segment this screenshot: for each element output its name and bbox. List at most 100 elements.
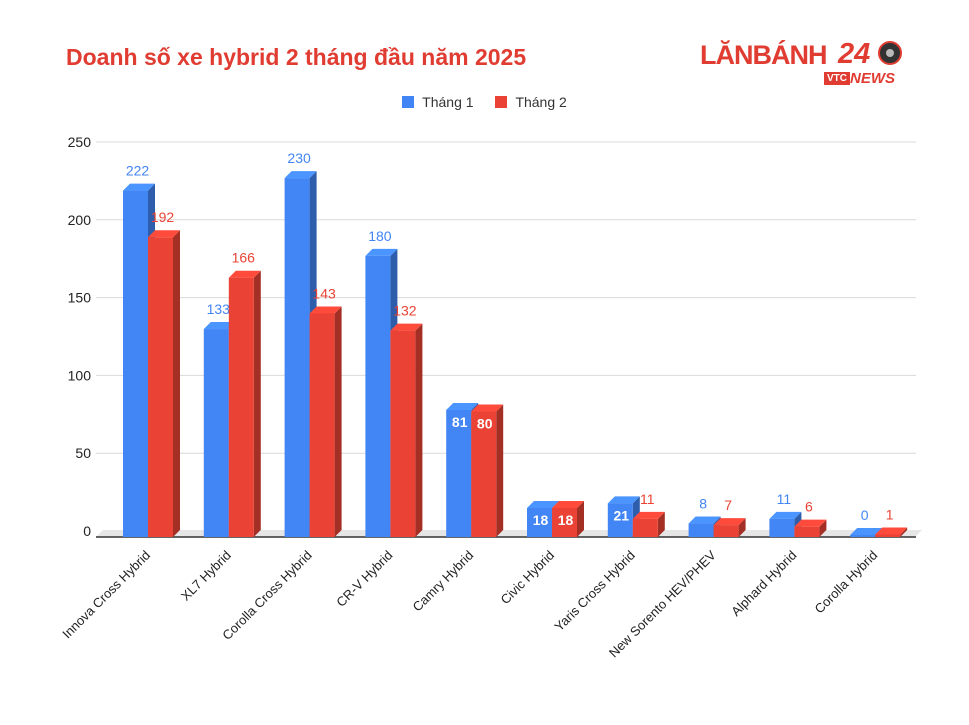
bar-front <box>688 523 714 537</box>
logo-news: NEWS <box>850 70 895 88</box>
lanbanh-logo: LĂNBÁNH 24 VTC NEWS <box>700 38 910 90</box>
legend-item-series-1[interactable]: Tháng 1 <box>402 94 474 110</box>
bar-side <box>173 230 180 538</box>
data-label-series-2: 166 <box>232 250 256 266</box>
logo-main-text: LĂNBÁNH <box>700 40 827 70</box>
data-label-series-2: 7 <box>724 497 732 513</box>
legend-item-series-2[interactable]: Tháng 2 <box>495 94 567 110</box>
bar-top <box>203 322 236 330</box>
bar-side <box>900 527 908 537</box>
bar-side <box>415 323 423 537</box>
bar-side <box>819 519 827 537</box>
category-label: Civic Hybrid <box>497 548 557 608</box>
chart-title: Doanh số xe hybrid 2 tháng đầu năm 2025 <box>66 44 527 70</box>
data-label-series-1: 8 <box>699 496 707 512</box>
data-label-series-2: 11 <box>640 491 655 507</box>
bar-front <box>446 409 472 537</box>
category-label: Corolla Cross Hybrid <box>219 548 314 643</box>
bar-side <box>253 270 261 537</box>
data-label-series-2: 1 <box>886 506 894 522</box>
bar-2-4 <box>471 404 504 537</box>
bar-front <box>527 507 552 537</box>
data-label-series-2: 192 <box>151 209 175 225</box>
bar-top <box>284 171 317 179</box>
bar-2-1 <box>228 270 261 537</box>
logo-number: 24 <box>838 38 871 70</box>
bar-front <box>309 313 335 537</box>
bar-top <box>713 518 746 526</box>
bar-2-2 <box>309 306 342 537</box>
bar-front <box>123 190 148 537</box>
bar-2-3 <box>390 323 423 537</box>
y-tick-label: 200 <box>68 212 92 228</box>
category-label: XL7 Hybrid <box>178 548 234 604</box>
bar-front <box>365 255 391 538</box>
category-label: CR-V Hybrid <box>333 548 395 610</box>
legend-label-series-1: Tháng 1 <box>422 94 474 110</box>
bar-top <box>390 323 423 331</box>
bar-top <box>607 496 640 504</box>
bar-side <box>738 518 746 537</box>
data-label-series-1: 18 <box>533 512 549 528</box>
category-label: Alphard Hybrid <box>728 548 799 619</box>
bar-front <box>850 535 876 537</box>
bar-front <box>875 534 901 537</box>
bar-top <box>123 183 155 191</box>
data-label-series-1: 81 <box>452 414 468 430</box>
data-label-series-1: 21 <box>614 507 630 523</box>
bar-front <box>203 329 229 537</box>
bar-front <box>228 277 254 537</box>
legend-swatch-series-1 <box>402 96 415 108</box>
data-label-series-1: 180 <box>368 228 392 244</box>
bar-top <box>527 500 559 508</box>
legend-swatch-series-2 <box>495 96 508 108</box>
category-label: Corolla Hybrid <box>811 548 880 617</box>
bar-2-8 <box>794 519 827 537</box>
bar-top <box>446 402 479 410</box>
data-label-series-1: 230 <box>287 150 311 166</box>
bar-top <box>552 500 584 508</box>
data-label-series-2: 6 <box>805 499 813 515</box>
bar-top <box>632 511 665 519</box>
y-tick-label: 0 <box>83 523 91 539</box>
bar-front <box>769 518 795 537</box>
bar-front <box>713 525 739 537</box>
y-tick-label: 250 <box>68 134 92 150</box>
bar-top <box>471 404 504 412</box>
bar-top <box>228 270 261 278</box>
bar-front <box>148 237 173 538</box>
data-label-series-2: 143 <box>312 285 336 301</box>
category-label: Camry Hybrid <box>410 548 477 615</box>
y-tick-label: 50 <box>75 445 91 461</box>
data-label-series-1: 11 <box>777 491 792 507</box>
category-label: Innova Cross Hybrid <box>59 548 153 642</box>
bar-side <box>657 511 665 537</box>
bar-side <box>577 500 584 537</box>
logo-subtitle: VTC NEWS <box>824 70 895 88</box>
bar-top <box>309 306 342 314</box>
bar-top <box>875 527 908 535</box>
bar-side <box>496 404 504 537</box>
data-label-series-1: 222 <box>126 163 150 179</box>
bar-1-3 <box>365 248 398 538</box>
data-label-series-1: 0 <box>861 507 869 523</box>
bar-top <box>769 511 802 519</box>
bar-front <box>552 507 577 537</box>
bar-2-5 <box>552 500 584 537</box>
bar-front <box>632 518 658 537</box>
data-label-series-1: 133 <box>207 301 231 317</box>
bar-front <box>607 503 633 537</box>
y-tick-label: 100 <box>68 367 92 383</box>
bar-front <box>471 411 497 537</box>
legend-label-series-2: Tháng 2 <box>515 94 567 110</box>
y-tick-label: 150 <box>68 290 92 306</box>
bar-top <box>850 528 883 535</box>
category-label: Yaris Cross Hybrid <box>551 548 638 635</box>
bar-top <box>148 230 180 238</box>
bar-front <box>284 178 310 537</box>
wheel-icon <box>878 41 902 65</box>
logo-vtc: VTC <box>824 72 850 86</box>
bar-top <box>365 248 398 256</box>
data-label-series-2: 132 <box>393 303 417 319</box>
